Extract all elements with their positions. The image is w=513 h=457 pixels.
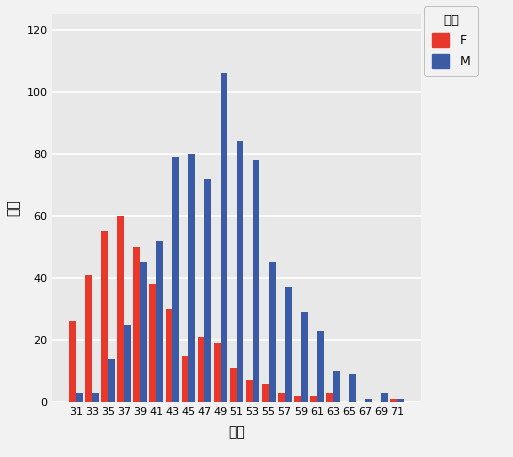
Bar: [76, 393, 83, 402]
Bar: [69, 321, 76, 402]
Bar: [365, 399, 372, 402]
Bar: [246, 380, 252, 402]
Bar: [149, 284, 156, 402]
Bar: [188, 154, 195, 402]
Bar: [198, 337, 205, 402]
Bar: [205, 179, 211, 402]
Y-axis label: 빈도: 빈도: [7, 200, 21, 217]
Bar: [317, 331, 324, 402]
Bar: [124, 324, 131, 402]
Bar: [214, 343, 221, 402]
Bar: [236, 141, 243, 402]
Bar: [333, 371, 340, 402]
Bar: [390, 399, 397, 402]
Bar: [262, 383, 269, 402]
Bar: [133, 247, 140, 402]
Bar: [381, 393, 388, 402]
Bar: [252, 160, 260, 402]
Bar: [172, 157, 179, 402]
Bar: [269, 262, 275, 402]
Bar: [140, 262, 147, 402]
Bar: [182, 356, 188, 402]
Bar: [156, 241, 163, 402]
Bar: [108, 359, 115, 402]
Bar: [326, 393, 333, 402]
Bar: [285, 287, 291, 402]
Bar: [397, 399, 404, 402]
Bar: [221, 73, 227, 402]
Bar: [349, 374, 356, 402]
Bar: [230, 368, 236, 402]
Bar: [117, 216, 124, 402]
Bar: [85, 275, 92, 402]
Bar: [294, 396, 301, 402]
Bar: [278, 393, 285, 402]
Bar: [166, 309, 172, 402]
X-axis label: 연령: 연령: [228, 425, 245, 439]
Bar: [102, 231, 108, 402]
Bar: [310, 396, 317, 402]
Bar: [301, 312, 308, 402]
Bar: [92, 393, 99, 402]
Legend: F, M: F, M: [424, 6, 478, 75]
